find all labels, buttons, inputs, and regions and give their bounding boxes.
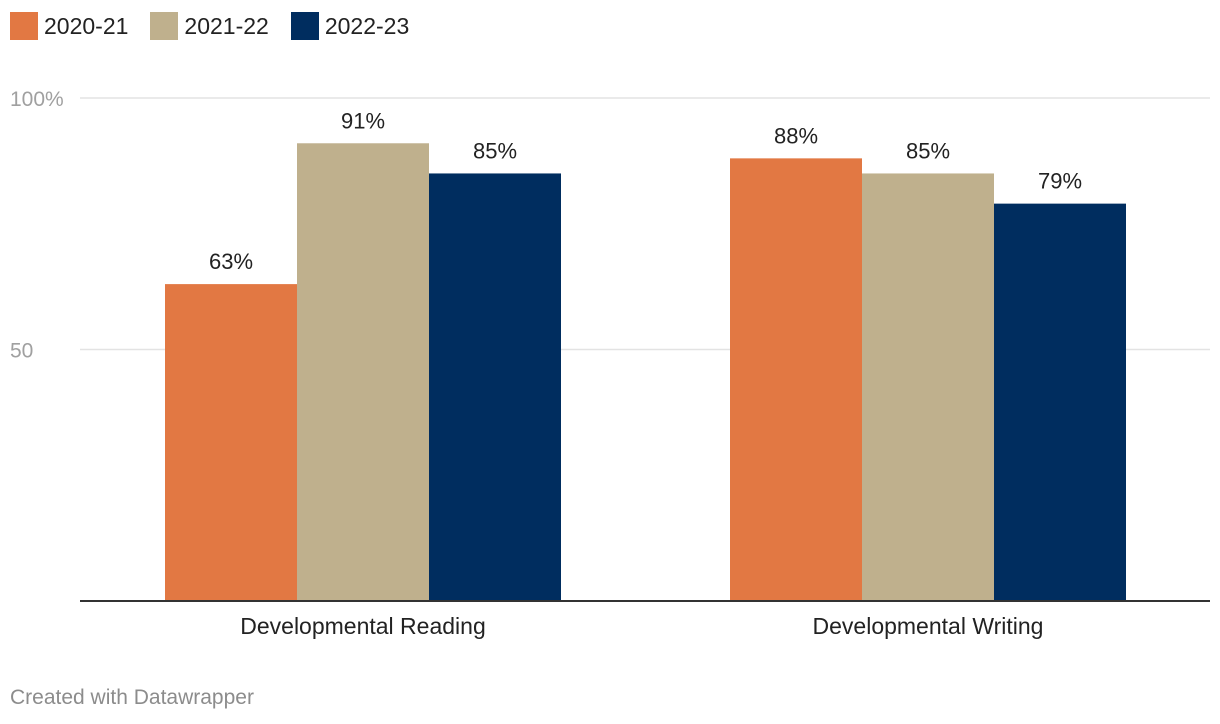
x-category-label-1: Developmental Writing bbox=[813, 613, 1044, 639]
legend-label-2020-21: 2020-21 bbox=[44, 12, 129, 39]
legend-item-2020-21: 2020-21 bbox=[10, 12, 128, 40]
legend: 2020-21 2021-22 2022-23 bbox=[10, 12, 431, 40]
x-category-label-0: Developmental Reading bbox=[240, 613, 486, 639]
value-label-2021-22-1: 85% bbox=[906, 138, 950, 163]
legend-swatch-2021-22 bbox=[150, 12, 179, 40]
bar-2022-23-1 bbox=[994, 203, 1126, 601]
legend-item-2021-22: 2021-22 bbox=[150, 12, 269, 40]
y-tick-label-1: 50 bbox=[10, 340, 33, 363]
y-tick-label-0: 100% bbox=[10, 88, 64, 111]
value-label-2020-21-1: 88% bbox=[774, 123, 818, 148]
legend-label-2022-23: 2022-23 bbox=[324, 12, 410, 39]
value-label-2020-21-0: 63% bbox=[209, 249, 253, 274]
legend-item-2022-23: 2022-23 bbox=[290, 12, 410, 40]
value-label-2022-23-1: 79% bbox=[1038, 169, 1082, 194]
legend-label-2021-22: 2021-22 bbox=[184, 12, 269, 39]
bar-2020-21-1 bbox=[730, 158, 862, 602]
legend-swatch-2022-23 bbox=[290, 12, 319, 40]
bar-2021-22-0 bbox=[297, 143, 429, 601]
footer-credit: Created with Datawrapper bbox=[10, 686, 254, 709]
legend-swatch-2020-21 bbox=[10, 12, 38, 40]
bar-2020-21-0 bbox=[165, 284, 297, 601]
bar-2021-22-1 bbox=[862, 173, 994, 601]
value-label-2021-22-0: 91% bbox=[341, 108, 385, 133]
bar-2022-23-0 bbox=[429, 173, 561, 601]
value-label-2022-23-0: 85% bbox=[473, 138, 517, 163]
